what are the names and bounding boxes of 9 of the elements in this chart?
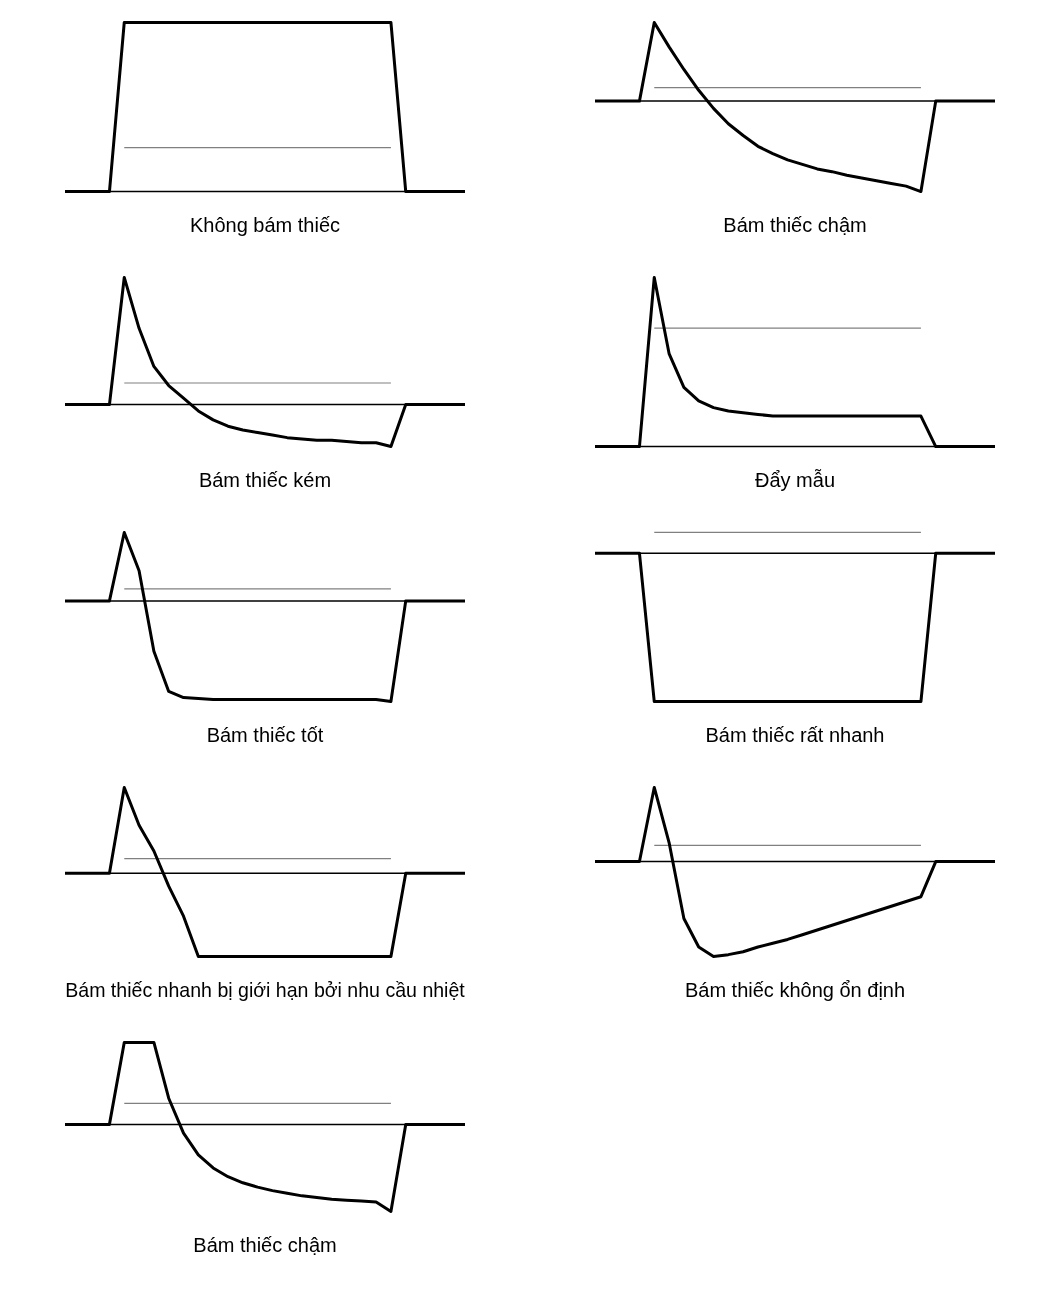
- text: Không bám thiếc: [189, 213, 341, 236]
- text: Bám thiếc rất nhanh: [705, 723, 885, 746]
- text: Bám thiếc không ổn định: [684, 978, 906, 1001]
- text: Bám thiếc chậm: [193, 1233, 337, 1256]
- text: Bám thiếc tốt: [206, 723, 324, 746]
- text: Bám thiếc kém: [198, 468, 332, 491]
- text: Đẩy mẫu: [754, 468, 836, 491]
- text: Bám thiếc chậm: [723, 213, 867, 236]
- text: Bám thiếc nhanh bị giới hạn bởi nhu cầu nhiệt: [65, 978, 466, 1001]
